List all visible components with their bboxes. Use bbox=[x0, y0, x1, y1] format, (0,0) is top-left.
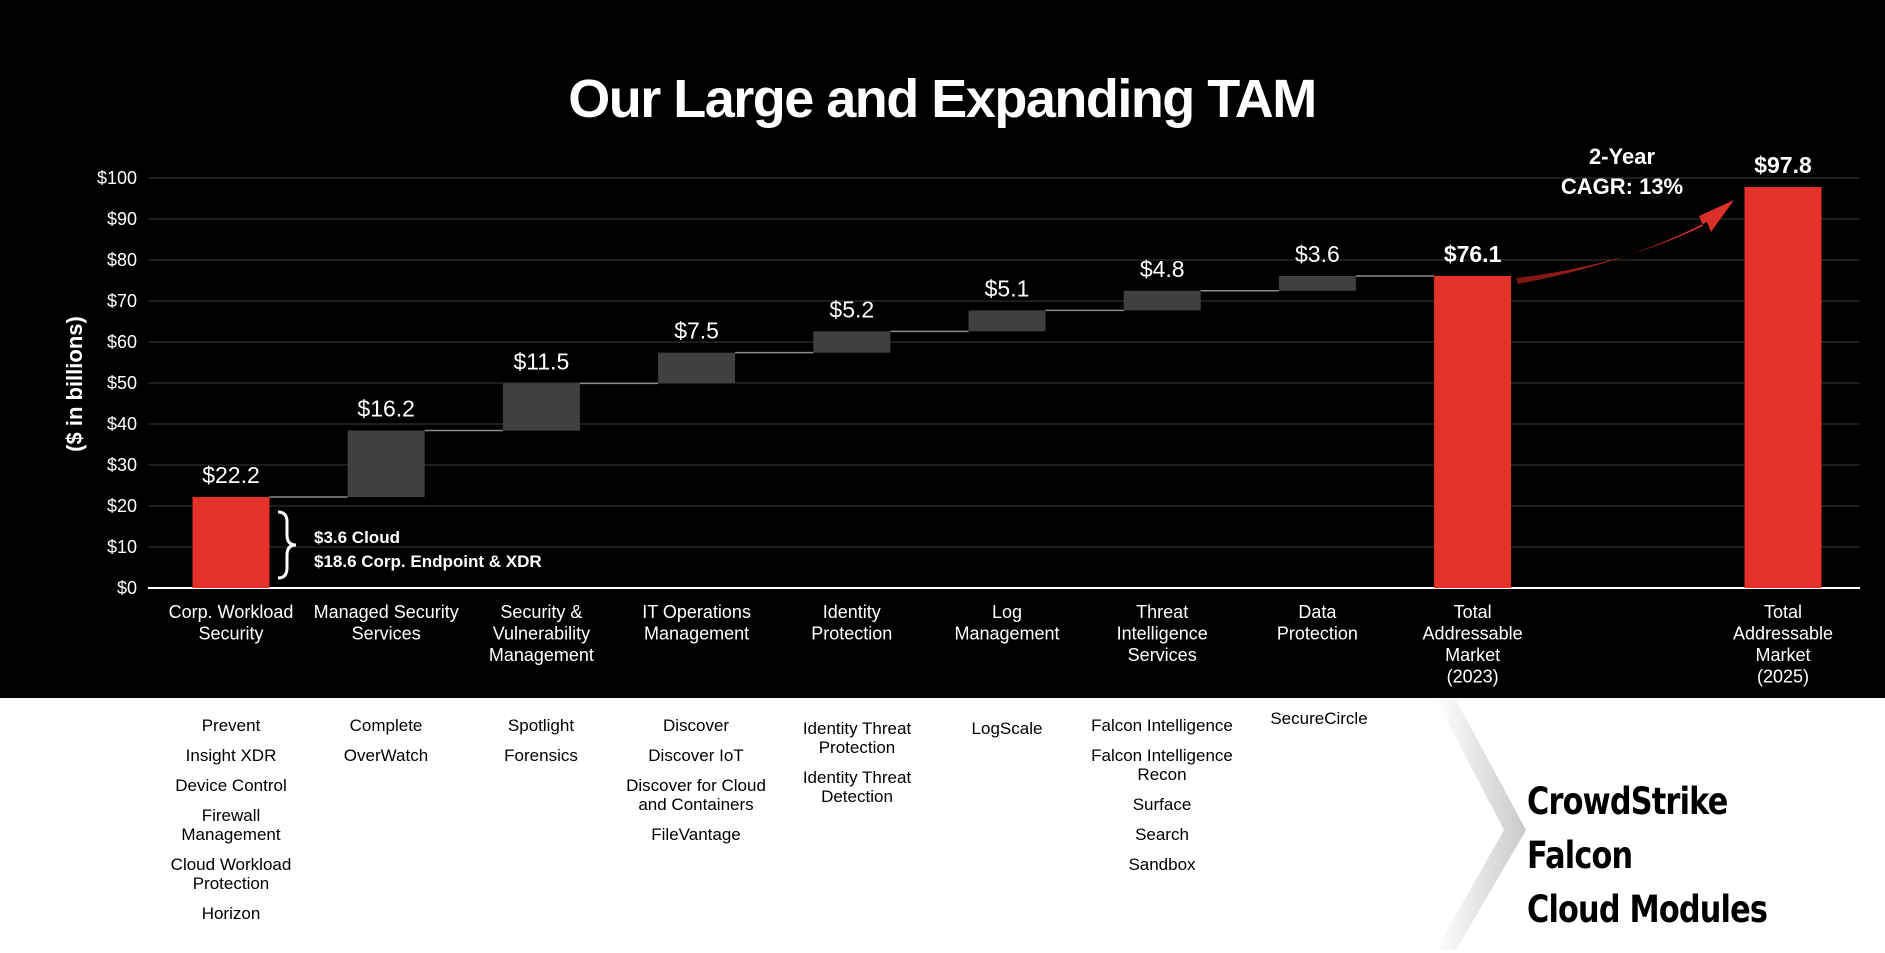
y-tick-label: $100 bbox=[97, 168, 137, 188]
y-tick-label: $40 bbox=[107, 414, 137, 434]
x-category-label-4: IT Operations Management bbox=[642, 602, 751, 644]
module-item: Search bbox=[1135, 825, 1189, 844]
y-tick-label: $30 bbox=[107, 455, 137, 475]
module-column-4: Discover Discover IoT Discover for Cloud a… bbox=[616, 716, 776, 855]
bar-8 bbox=[1278, 275, 1356, 291]
brand-title: CrowdStrike Falcon Cloud Modules bbox=[1527, 775, 1806, 937]
brand-line-2: Cloud Modules bbox=[1527, 888, 1768, 931]
modules-section: Prevent Insight XDR Device Control Firewall… bbox=[0, 698, 1885, 953]
module-item: Surface bbox=[1132, 795, 1192, 814]
module-column-6: LogScale bbox=[927, 719, 1087, 749]
module-item: FileVantage bbox=[651, 825, 741, 844]
y-tick-label: $90 bbox=[107, 209, 137, 229]
module-column-2: Complete OverWatch bbox=[306, 716, 466, 776]
cagr-label-line1: 2-Year bbox=[1589, 144, 1655, 169]
bar-3 bbox=[502, 383, 580, 431]
x-category-label-8: Data Protection bbox=[1277, 602, 1358, 644]
module-item: Device Control bbox=[175, 776, 287, 795]
module-item: Discover bbox=[662, 716, 730, 735]
cagr-label-line2: CAGR: 13% bbox=[1561, 174, 1683, 199]
module-item: Identity Threat Detection bbox=[802, 768, 912, 806]
value-label-5: $5.2 bbox=[829, 296, 874, 322]
chart-area: Our Large and Expanding TAM $0 $10 $20 $30 $… bbox=[0, 0, 1885, 698]
value-label-8: $3.6 bbox=[1295, 241, 1340, 267]
module-column-5: Identity Threat Protection Identity Threa… bbox=[777, 719, 937, 817]
chevron-arrow-icon bbox=[1436, 700, 1526, 950]
module-item: Spotlight bbox=[507, 716, 575, 735]
brand-line-1: CrowdStrike Falcon bbox=[1527, 780, 1728, 877]
bar-6 bbox=[968, 310, 1046, 332]
module-column-7: Falcon Intelligence Falcon Intelligence R… bbox=[1082, 716, 1242, 885]
value-label-2: $16.2 bbox=[357, 396, 415, 422]
module-item: Cloud Workload Protection bbox=[170, 855, 292, 893]
grid-layer: $0 $10 $20 $30 $40 $50 $60 $70 $80 $90 $100 bbox=[97, 168, 1860, 598]
module-column-3: Spotlight Forensics bbox=[461, 716, 621, 776]
module-item: Horizon bbox=[201, 904, 261, 923]
module-column-1: Prevent Insight XDR Device Control Firewall… bbox=[151, 716, 311, 934]
x-category-label-7: Threat Intelligence Services bbox=[1117, 602, 1208, 665]
y-tick-label: $80 bbox=[107, 250, 137, 270]
value-label-10: $97.8 bbox=[1754, 152, 1812, 178]
module-item: Identity Threat Protection bbox=[802, 719, 912, 757]
value-label-1: $22.2 bbox=[202, 462, 260, 488]
value-label-7: $4.8 bbox=[1140, 256, 1185, 282]
y-tick-label: $60 bbox=[107, 332, 137, 352]
module-item: SecureCircle bbox=[1270, 709, 1368, 728]
value-label-4: $7.5 bbox=[674, 318, 719, 344]
label-layer: $22.2 Corp. Workload Security $16.2 Managed … bbox=[169, 152, 1833, 686]
x-category-label-5: Identity Protection bbox=[811, 602, 892, 644]
y-tick-label: $0 bbox=[117, 578, 137, 598]
chart-title: Our Large and Expanding TAM bbox=[568, 69, 1316, 129]
y-tick-label: $20 bbox=[107, 496, 137, 516]
breakdown-brace-icon bbox=[277, 510, 297, 580]
tam-waterfall-chart: Our Large and Expanding TAM $0$10$20$30$… bbox=[62, 69, 1860, 687]
bar-7 bbox=[1123, 290, 1201, 311]
breakdown-cloud-note: $3.6 Cloud bbox=[314, 528, 400, 547]
module-column-8: SecureCircle bbox=[1239, 709, 1399, 739]
y-tick-label: $70 bbox=[107, 291, 137, 311]
x-category-label-6: Log Management bbox=[954, 602, 1059, 644]
x-category-label-2: Managed Security Services bbox=[314, 602, 459, 644]
bar-1 bbox=[192, 496, 270, 588]
x-category-label-9: Total Addressable Market (2023) bbox=[1423, 602, 1523, 687]
module-item: Forensics bbox=[504, 746, 578, 765]
y-tick-label: $10 bbox=[107, 537, 137, 557]
bar-5 bbox=[813, 331, 891, 353]
bar-layer bbox=[192, 187, 1822, 588]
x-category-label-1: Corp. Workload Security bbox=[169, 602, 294, 644]
module-item: Insight XDR bbox=[185, 746, 277, 765]
value-label-9: $76.1 bbox=[1444, 241, 1502, 267]
x-category-label-10: Total Addressable Market (2025) bbox=[1733, 602, 1833, 687]
y-axis-label: ($ in billions) bbox=[62, 316, 87, 452]
bar-2 bbox=[347, 430, 425, 497]
module-item: Firewall Management bbox=[181, 806, 281, 844]
module-item: OverWatch bbox=[343, 746, 429, 765]
value-label-3: $11.5 bbox=[513, 348, 569, 374]
module-item: Complete bbox=[349, 716, 423, 735]
bar-9 bbox=[1434, 275, 1512, 588]
growth-arrow-icon bbox=[1516, 200, 1734, 284]
bar-4 bbox=[658, 352, 736, 384]
x-category-label-3: Security & Vulnerability Management bbox=[489, 602, 594, 665]
breakdown-endpoint-note: $18.6 Corp. Endpoint & XDR bbox=[314, 552, 542, 571]
module-item: Discover IoT bbox=[648, 746, 744, 765]
module-item: Prevent bbox=[201, 716, 261, 735]
module-item: Sandbox bbox=[1128, 855, 1196, 874]
connector-layer bbox=[269, 275, 1435, 498]
y-tick-label: $50 bbox=[107, 373, 137, 393]
bar-10 bbox=[1744, 187, 1822, 588]
module-item: LogScale bbox=[971, 719, 1043, 738]
module-item: Falcon Intelligence Recon bbox=[1091, 746, 1233, 784]
value-label-6: $5.1 bbox=[985, 275, 1030, 301]
module-item: Falcon Intelligence bbox=[1091, 716, 1233, 735]
module-item: Discover for Cloud and Containers bbox=[626, 776, 766, 814]
